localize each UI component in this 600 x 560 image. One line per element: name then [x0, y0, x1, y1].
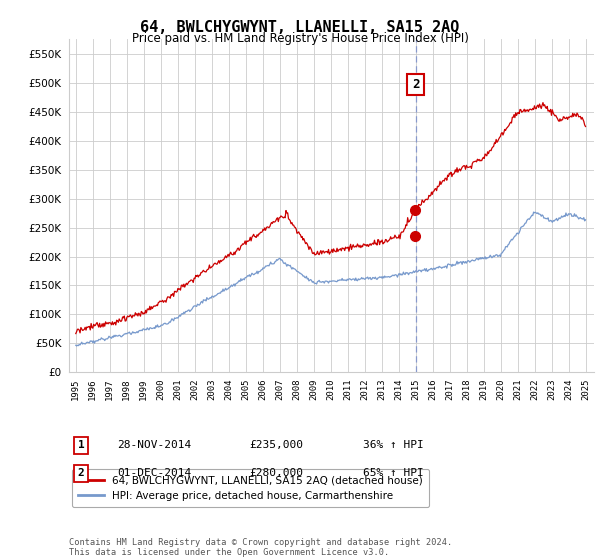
Text: 1: 1 — [77, 440, 85, 450]
Text: 36% ↑ HPI: 36% ↑ HPI — [363, 440, 424, 450]
Text: 64, BWLCHYGWYNT, LLANELLI, SA15 2AQ: 64, BWLCHYGWYNT, LLANELLI, SA15 2AQ — [140, 20, 460, 35]
Text: Price paid vs. HM Land Registry's House Price Index (HPI): Price paid vs. HM Land Registry's House … — [131, 32, 469, 45]
Text: 2: 2 — [412, 78, 419, 91]
Text: 28-NOV-2014: 28-NOV-2014 — [117, 440, 191, 450]
Text: £235,000: £235,000 — [249, 440, 303, 450]
Text: 65% ↑ HPI: 65% ↑ HPI — [363, 468, 424, 478]
Text: Contains HM Land Registry data © Crown copyright and database right 2024.
This d: Contains HM Land Registry data © Crown c… — [69, 538, 452, 557]
Text: 2: 2 — [77, 468, 85, 478]
Legend: 64, BWLCHYGWYNT, LLANELLI, SA15 2AQ (detached house), HPI: Average price, detach: 64, BWLCHYGWYNT, LLANELLI, SA15 2AQ (det… — [71, 469, 429, 507]
Text: 01-DEC-2014: 01-DEC-2014 — [117, 468, 191, 478]
Text: £280,000: £280,000 — [249, 468, 303, 478]
